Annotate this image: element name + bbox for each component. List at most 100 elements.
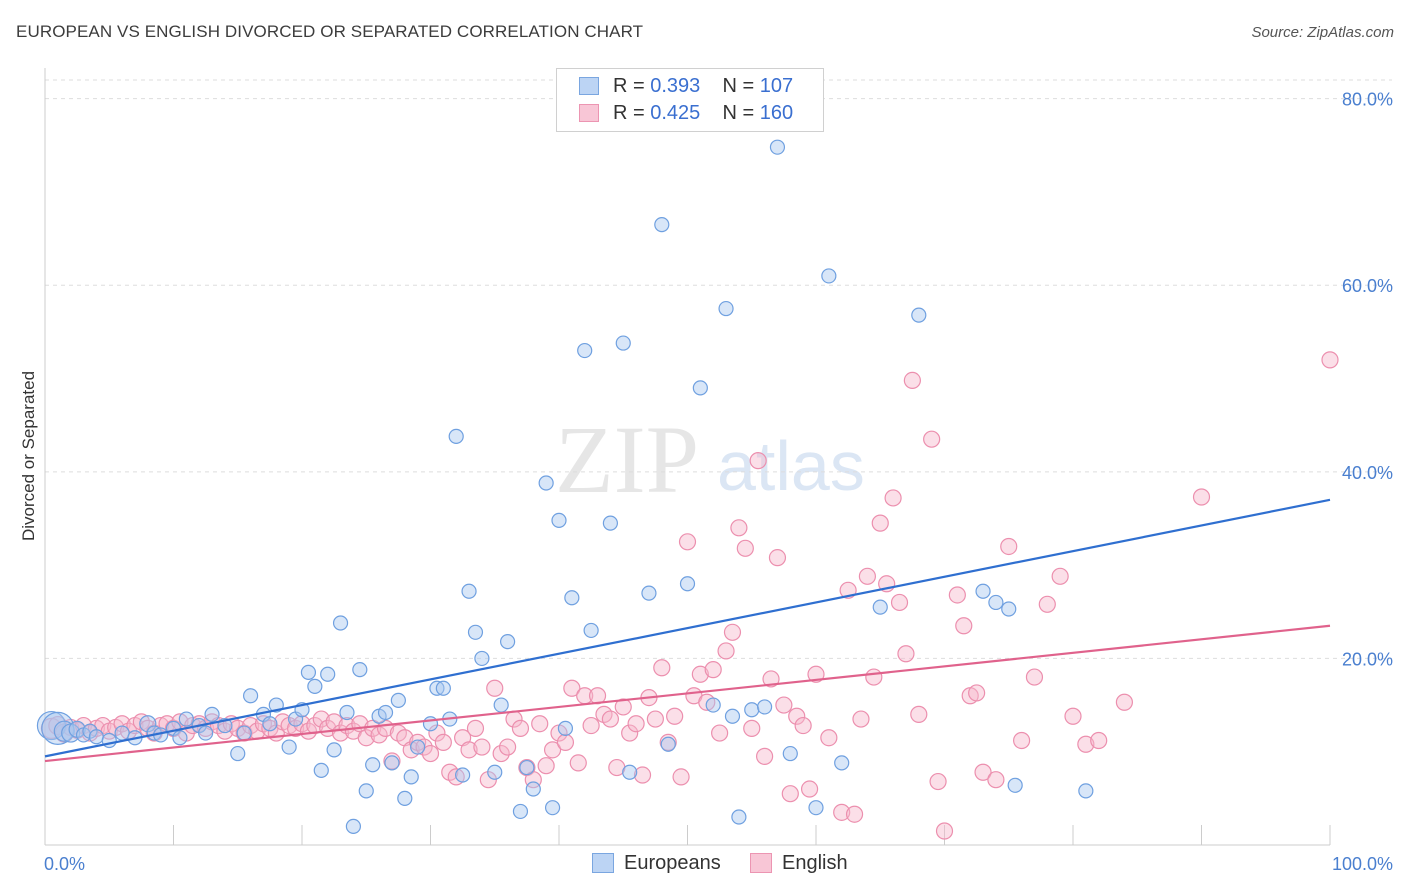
europeans-point-84	[769, 139, 786, 155]
english-point-66	[466, 719, 485, 737]
english-point-134	[923, 430, 941, 448]
english-point-101	[691, 665, 709, 683]
english-point-106	[723, 623, 742, 641]
english-point-77	[537, 757, 555, 775]
english-point-98	[672, 768, 690, 786]
europeans-point-33	[320, 666, 336, 682]
europeans-point-43	[384, 755, 400, 771]
europeans-point-60	[512, 803, 529, 820]
europeans-point-61	[519, 759, 535, 776]
english-point-80	[556, 733, 575, 751]
legend-europeans-label: Europeans	[624, 852, 721, 874]
english-point-111	[755, 747, 774, 765]
y-tick-label-1: 40.0%	[1342, 463, 1393, 483]
legend-item-europeans[interactable]: Europeans	[592, 852, 721, 876]
english-point-67	[473, 738, 491, 756]
europeans-point-59	[500, 634, 516, 650]
europeans-point-87	[821, 268, 837, 284]
gridlines	[45, 79, 1392, 659]
english-point-143	[1000, 537, 1018, 556]
english-point-118	[800, 780, 819, 798]
english-point-115	[781, 785, 799, 803]
english-point-91	[627, 715, 645, 733]
europeans-point-27	[281, 739, 297, 755]
stats-legend-row-europeans: R = 0.393 N = 107	[579, 75, 793, 99]
europeans-point-37	[345, 818, 361, 834]
watermark: ZIP atlas	[555, 406, 865, 513]
x-tick-label-0: 0.0%	[44, 854, 85, 874]
europeans-point-82	[744, 702, 760, 718]
english-point-95	[653, 659, 671, 677]
europeans-point-94	[1007, 777, 1023, 793]
english-point-92	[633, 766, 652, 784]
english-point-116	[788, 707, 806, 725]
europeans-point-76	[679, 576, 696, 592]
europeans-point-78	[705, 697, 721, 713]
english-point-152	[1192, 488, 1211, 506]
english-r-value: 0.425	[650, 102, 701, 124]
english-point-114	[775, 696, 793, 714]
english-point-78	[543, 741, 562, 759]
legend-english-label: English	[782, 852, 848, 874]
english-point-126	[865, 668, 883, 686]
english-point-150	[1090, 731, 1108, 750]
watermark-zip: ZIP	[555, 406, 699, 513]
europeans-point-89	[872, 599, 888, 615]
europeans-point-42	[377, 704, 394, 721]
europeans-point-92	[988, 594, 1004, 611]
english-point-87	[601, 710, 620, 728]
europeans-point-65	[551, 512, 567, 528]
europeans-point-90	[911, 307, 927, 323]
europeans-point-7	[88, 729, 105, 745]
y-tick-label-3: 80.0%	[1342, 90, 1393, 110]
europeans-point-71	[615, 335, 631, 351]
chart-title: EUROPEAN VS ENGLISH DIVORCED OR SEPARATE…	[16, 22, 644, 41]
english-point-140	[968, 684, 986, 702]
europeans-point-79	[718, 300, 734, 317]
x-tick-label-1: 100.0%	[1332, 854, 1393, 874]
english-point-107	[730, 519, 748, 537]
europeans-point-77	[692, 380, 708, 396]
europeans-point-38	[352, 662, 368, 678]
english-point-90	[621, 724, 639, 742]
europeans-point-67	[564, 590, 580, 606]
english-point-144	[1012, 731, 1031, 750]
legend-item-english[interactable]: English	[750, 852, 848, 876]
europeans-n-label: N =	[722, 75, 755, 97]
english-point-142	[987, 771, 1005, 789]
y-axis-label: Divorced or Separated	[19, 371, 38, 541]
europeans-point-83	[756, 699, 773, 715]
english-point-117	[794, 716, 812, 735]
europeans-point-75	[660, 736, 676, 752]
english-point-153	[1321, 351, 1339, 369]
europeans-point-30	[300, 664, 317, 681]
english-point-94	[646, 710, 664, 728]
english-point-65	[460, 741, 478, 759]
english-swatch	[579, 104, 599, 122]
english-point-132	[903, 371, 921, 390]
europeans-point-50	[435, 680, 451, 696]
europeans-point-58	[493, 697, 509, 713]
europeans-point-47	[410, 739, 426, 755]
europeans-r-label: R =	[613, 75, 645, 97]
europeans-point-93	[1001, 601, 1017, 617]
english-point-71	[499, 738, 517, 756]
english-point-14	[132, 713, 150, 731]
europeans-point-85	[782, 745, 798, 762]
english-point-125	[858, 567, 877, 585]
europeans-point-64	[544, 800, 561, 816]
english-point-148	[1064, 707, 1082, 725]
english-point-129	[884, 489, 902, 507]
english-point-61	[434, 733, 452, 751]
english-point-133	[910, 705, 928, 723]
english-point-42	[312, 710, 330, 728]
europeans-point-55	[467, 624, 484, 640]
english-n-label: N =	[722, 102, 755, 124]
europeans-point-62	[525, 781, 541, 797]
english-point-131	[897, 645, 915, 663]
europeans-point-69	[583, 622, 599, 639]
europeans-point-81	[731, 809, 747, 825]
europeans-points	[36, 139, 1094, 834]
europeans-point-86	[808, 800, 824, 816]
